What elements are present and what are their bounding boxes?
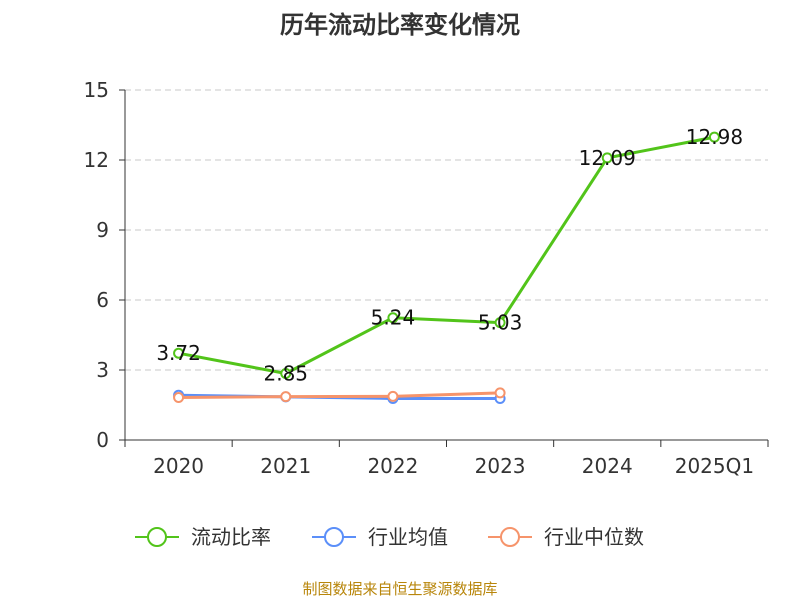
legend-circle-icon (147, 527, 167, 547)
data-point[interactable] (173, 347, 185, 359)
y-tick-label: 0 (96, 428, 109, 452)
legend-circle-icon (324, 527, 344, 547)
data-point[interactable] (494, 387, 506, 399)
data-label: 12.98 (686, 125, 743, 149)
data-labels: 3.72 2.85 5.24 5.03 12.09 12.98 (156, 125, 743, 385)
series-group (173, 131, 720, 404)
legend-item-2[interactable]: 行业中位数 (488, 525, 644, 549)
data-label: 5.03 (478, 311, 523, 335)
chart-title: 历年流动比率变化情况 (280, 11, 520, 39)
legend-circle-icon (500, 527, 520, 547)
legend-label: 行业中位数 (544, 525, 644, 549)
y-tick-label: 12 (84, 148, 109, 172)
legend-label: 流动比率 (191, 525, 271, 549)
x-tick-label: 2023 (475, 454, 526, 478)
x-tick-label: 2025Q1 (675, 454, 754, 478)
data-label: 2.85 (263, 362, 308, 386)
data-point[interactable] (494, 317, 506, 329)
series-line (178, 391, 501, 400)
legend-item-0[interactable]: 流动比率 (135, 525, 271, 549)
source-note: 制图数据来自恒生聚源数据库 (302, 580, 497, 598)
axes: 0 3 6 9 12 15 2020 2021 2022 2023 2024 2025Q1 (84, 78, 769, 478)
data-point[interactable] (280, 391, 292, 403)
data-label: 12.09 (579, 146, 636, 170)
data-point[interactable] (708, 131, 720, 143)
data-point[interactable] (280, 368, 292, 379)
legend-item-1[interactable]: 行业均值 (312, 525, 448, 549)
y-tick-label: 3 (96, 358, 109, 382)
y-tick-label: 9 (96, 218, 109, 242)
series-0 (173, 131, 720, 379)
y-tick-label: 15 (84, 78, 109, 102)
legend-label: 行业均值 (368, 525, 448, 549)
data-point[interactable] (601, 152, 613, 164)
legend[interactable]: 流动比率 行业均值 行业中位数 (135, 525, 644, 549)
x-tick-label: 2020 (153, 454, 204, 478)
grid-lines (125, 89, 768, 371)
x-tick-label: 2022 (367, 454, 418, 478)
data-label: 5.24 (371, 306, 416, 330)
x-tick-label: 2021 (260, 454, 311, 478)
series-line (178, 135, 715, 375)
data-point[interactable] (173, 392, 185, 404)
data-point[interactable] (387, 312, 399, 324)
data-label: 3.72 (156, 341, 201, 365)
x-tick-label: 2024 (582, 454, 633, 478)
series-2 (173, 387, 506, 404)
y-tick-label: 6 (96, 288, 109, 312)
data-point[interactable] (387, 390, 399, 402)
